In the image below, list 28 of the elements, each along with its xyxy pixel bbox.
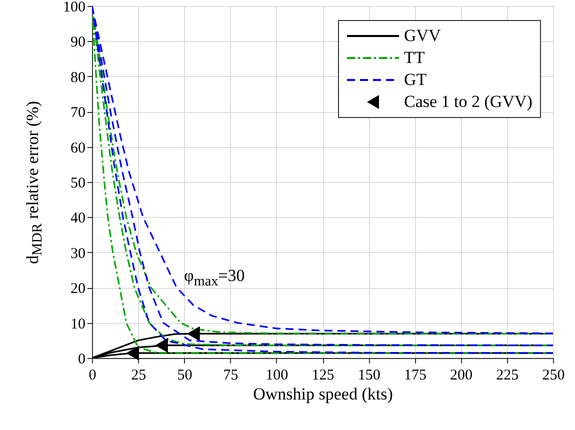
x-tick-label: 200 bbox=[450, 368, 473, 384]
legend-label: GVV bbox=[404, 26, 441, 46]
y-tick-label: 100 bbox=[63, 0, 86, 16]
x-tick-label: 125 bbox=[312, 368, 334, 384]
x-tick-label: 250 bbox=[542, 368, 565, 384]
legend-label: GT bbox=[404, 70, 427, 90]
annotation: φ$_{max}$=30 bbox=[184, 266, 245, 290]
y-tick-label: 90 bbox=[70, 34, 86, 51]
legend-label: TT bbox=[404, 48, 425, 68]
x-tick-label: 150 bbox=[358, 368, 380, 384]
y-tick-label: 40 bbox=[70, 210, 86, 227]
x-tick-label: 175 bbox=[404, 368, 426, 384]
x-axis-title: Ownship speed (kts) bbox=[253, 384, 393, 404]
x-tick-label: 225 bbox=[496, 368, 519, 384]
y-tick-label: 0 bbox=[78, 352, 86, 368]
y-tick-label: 50 bbox=[70, 176, 86, 192]
y-tick-label: 30 bbox=[70, 246, 86, 262]
legend-label: Case 1 to 2 (GVV) bbox=[404, 92, 532, 112]
y-tick-label: 20 bbox=[70, 281, 86, 298]
x-tick-label: 75 bbox=[223, 368, 238, 384]
y-tick-label: 70 bbox=[70, 105, 86, 122]
x-tick-label: 25 bbox=[131, 368, 146, 384]
x-tick-label: 0 bbox=[88, 368, 96, 384]
y-tick-label: 10 bbox=[70, 316, 86, 332]
x-tick-label: 100 bbox=[266, 368, 288, 384]
x-tick-label: 50 bbox=[177, 368, 192, 384]
y-tick-label: 60 bbox=[70, 140, 86, 156]
y-tick-label: 80 bbox=[70, 70, 86, 86]
